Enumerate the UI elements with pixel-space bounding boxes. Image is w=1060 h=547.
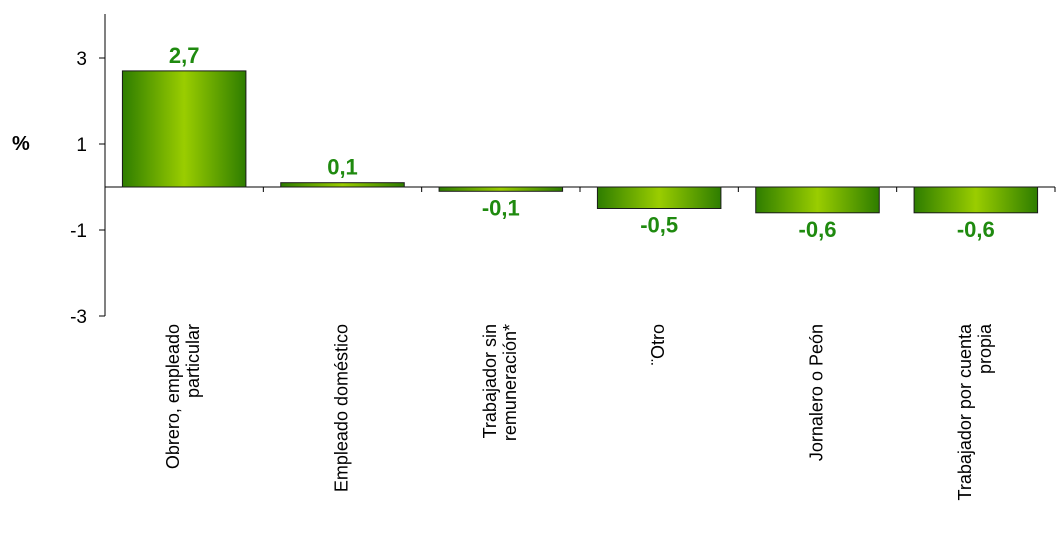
- y-axis-title: %: [12, 133, 30, 155]
- bar: [121, 70, 247, 188]
- bar: [280, 182, 405, 188]
- category-label: particular: [183, 324, 203, 398]
- data-labels: 2,7 0,1 -0,1 -0,5 -0,6 -0,6: [169, 43, 995, 242]
- category-label: Jornalero o Peón: [807, 324, 827, 461]
- category-label: propia: [975, 323, 995, 374]
- y-tick-label: -3: [70, 307, 87, 328]
- y-tick-label: 1: [76, 135, 87, 156]
- data-label: 0,1: [327, 155, 358, 180]
- bars: [121, 70, 1039, 214]
- axes: 3 1 -1 -3: [70, 14, 1056, 328]
- category-label: Empleado doméstico: [332, 324, 352, 492]
- category-label: Trabajador por cuenta: [955, 323, 975, 500]
- bar: [755, 186, 880, 214]
- bar: [913, 186, 1039, 214]
- category-labels: Obrero, empleado particular Empleado domés…: [163, 323, 995, 500]
- y-tick-label: -1: [70, 221, 87, 242]
- bar: [596, 186, 722, 209]
- bar: [438, 186, 564, 192]
- data-label: -0,5: [640, 213, 678, 238]
- category-label: ¨Otro: [648, 324, 668, 365]
- data-label: -0,6: [957, 217, 995, 242]
- data-label: -0,6: [799, 217, 837, 242]
- category-label: remuneración*: [500, 324, 520, 441]
- data-label: 2,7: [169, 43, 200, 68]
- category-label: Trabajador sin: [480, 324, 500, 438]
- data-label: -0,1: [482, 195, 520, 220]
- category-label: Obrero, empleado: [163, 324, 183, 469]
- y-tick-label: 3: [76, 49, 87, 70]
